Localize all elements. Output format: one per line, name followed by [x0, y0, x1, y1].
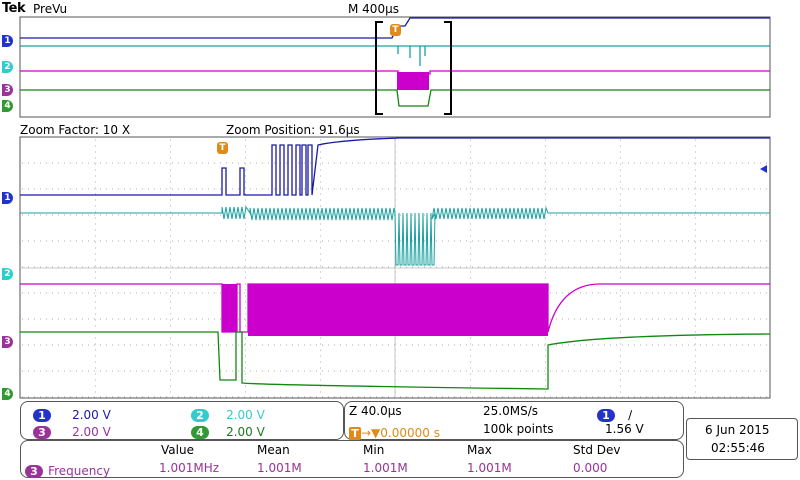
zoom-traces: [20, 137, 771, 390]
meas-header-min: Min: [363, 443, 385, 457]
ch3-scale[interactable]: 3 2.00 V: [33, 421, 111, 440]
zoom-ch2-trace: [20, 205, 770, 266]
meas-name: Frequency: [48, 464, 111, 478]
trigger-level-readout[interactable]: 1.56 V: [605, 422, 644, 436]
meas-std-dev: 0.000: [573, 461, 608, 475]
overview-ch4-trace: [20, 89, 770, 107]
meas-row-frequency[interactable]: 3 Frequency: [25, 460, 110, 479]
trigger-slope-icon: ∕: [628, 408, 633, 422]
ch2-scale-value: 2.00 V: [226, 408, 265, 422]
overview-ch2-marker[interactable]: 2: [2, 61, 13, 73]
trigger-position-readout[interactable]: T →▼0.00000 s: [349, 422, 440, 441]
ch1-scale[interactable]: 1 2.00 V: [33, 404, 111, 423]
meas-header-value: Value: [161, 443, 194, 457]
brand-logo: Tek: [2, 1, 26, 16]
zoom-ch1-marker[interactable]: 1: [2, 192, 13, 204]
meas-ch3-badge: 3: [25, 465, 43, 478]
zoom-window-bracket: [375, 21, 452, 115]
trigger-delay-value: →▼0.00000 s: [361, 426, 440, 440]
ch4-scale[interactable]: 4 2.00 V: [191, 421, 265, 440]
zoom-ch3-burst-a: [222, 284, 237, 332]
date-readout: 6 Jun 2015: [705, 423, 770, 437]
meas-mean: 1.001M: [257, 461, 302, 475]
trigger-level-arrow: [760, 165, 767, 173]
meas-header-max: Max: [467, 443, 492, 457]
meas-min: 1.001M: [363, 461, 408, 475]
overview-ch1-trace: [20, 17, 770, 39]
overview-ch2-burst: [397, 46, 426, 66]
trigger-source-readout[interactable]: 1 ∕: [597, 404, 632, 423]
zoom-factor-label: Zoom Factor: 10 X: [20, 123, 131, 137]
prevu-label: PreVu: [33, 2, 68, 16]
zoom-ch1-trace: [20, 137, 770, 196]
ch3-badge: 3: [33, 426, 51, 439]
timing-trigger-panel: Z 40.0µs 25.0MS/s T →▼0.00000 s 100k poin…: [344, 401, 684, 440]
ch4-scale-value: 2.00 V: [226, 425, 265, 439]
zoom-trigger-marker[interactable]: T: [217, 142, 228, 154]
ch1-badge: 1: [33, 409, 51, 422]
datetime-panel: 6 Jun 2015 02:55:46: [686, 418, 798, 460]
meas-header-std-dev: Std Dev: [573, 443, 621, 457]
zoom-ch4-marker[interactable]: 4: [2, 388, 13, 400]
ch1-scale-value: 2.00 V: [72, 408, 111, 422]
zoom-ch3-burst-b: [248, 284, 548, 336]
ch4-badge: 4: [191, 426, 209, 439]
record-length-readout[interactable]: 100k points: [483, 422, 554, 436]
zoom-ch3-marker[interactable]: 3: [2, 336, 13, 348]
center-axes: [20, 137, 770, 398]
overview-traces: [20, 17, 770, 107]
meas-header-mean: Mean: [257, 443, 290, 457]
ch2-badge: 2: [191, 409, 209, 422]
ch2-scale[interactable]: 2 2.00 V: [191, 404, 265, 423]
zoom-time-readout[interactable]: Z 40.0µs: [349, 404, 402, 418]
overview-ch1-marker[interactable]: 1: [2, 35, 13, 47]
zoom-ch2-marker[interactable]: 2: [2, 268, 13, 280]
meas-max: 1.001M: [467, 461, 512, 475]
sample-rate-readout[interactable]: 25.0MS/s: [483, 404, 538, 418]
trigger-t-icon: T: [349, 427, 361, 440]
overview-ch4-marker[interactable]: 4: [2, 100, 13, 112]
overview-ch3-marker[interactable]: 3: [2, 84, 13, 96]
overview-ch3-burst: [397, 72, 429, 90]
measurements-panel: Value Mean Min Max Std Dev 3 Frequency 1…: [20, 440, 684, 478]
zoom-ch4-trace: [20, 331, 771, 390]
overview-trigger-marker[interactable]: T: [390, 24, 401, 36]
meas-value: 1.001MHz: [159, 461, 220, 475]
ch3-scale-value: 2.00 V: [72, 425, 111, 439]
timebase-readout[interactable]: M 400µs: [348, 2, 399, 16]
zoom-position-label: Zoom Position: 91.6µs: [226, 123, 360, 137]
channel-scale-panel: 1 2.00 V 2 2.00 V 3 2.00 V 4 2.00 V: [20, 401, 344, 440]
time-readout: 02:55:46: [711, 441, 765, 455]
trigger-source-badge: 1: [597, 409, 615, 422]
